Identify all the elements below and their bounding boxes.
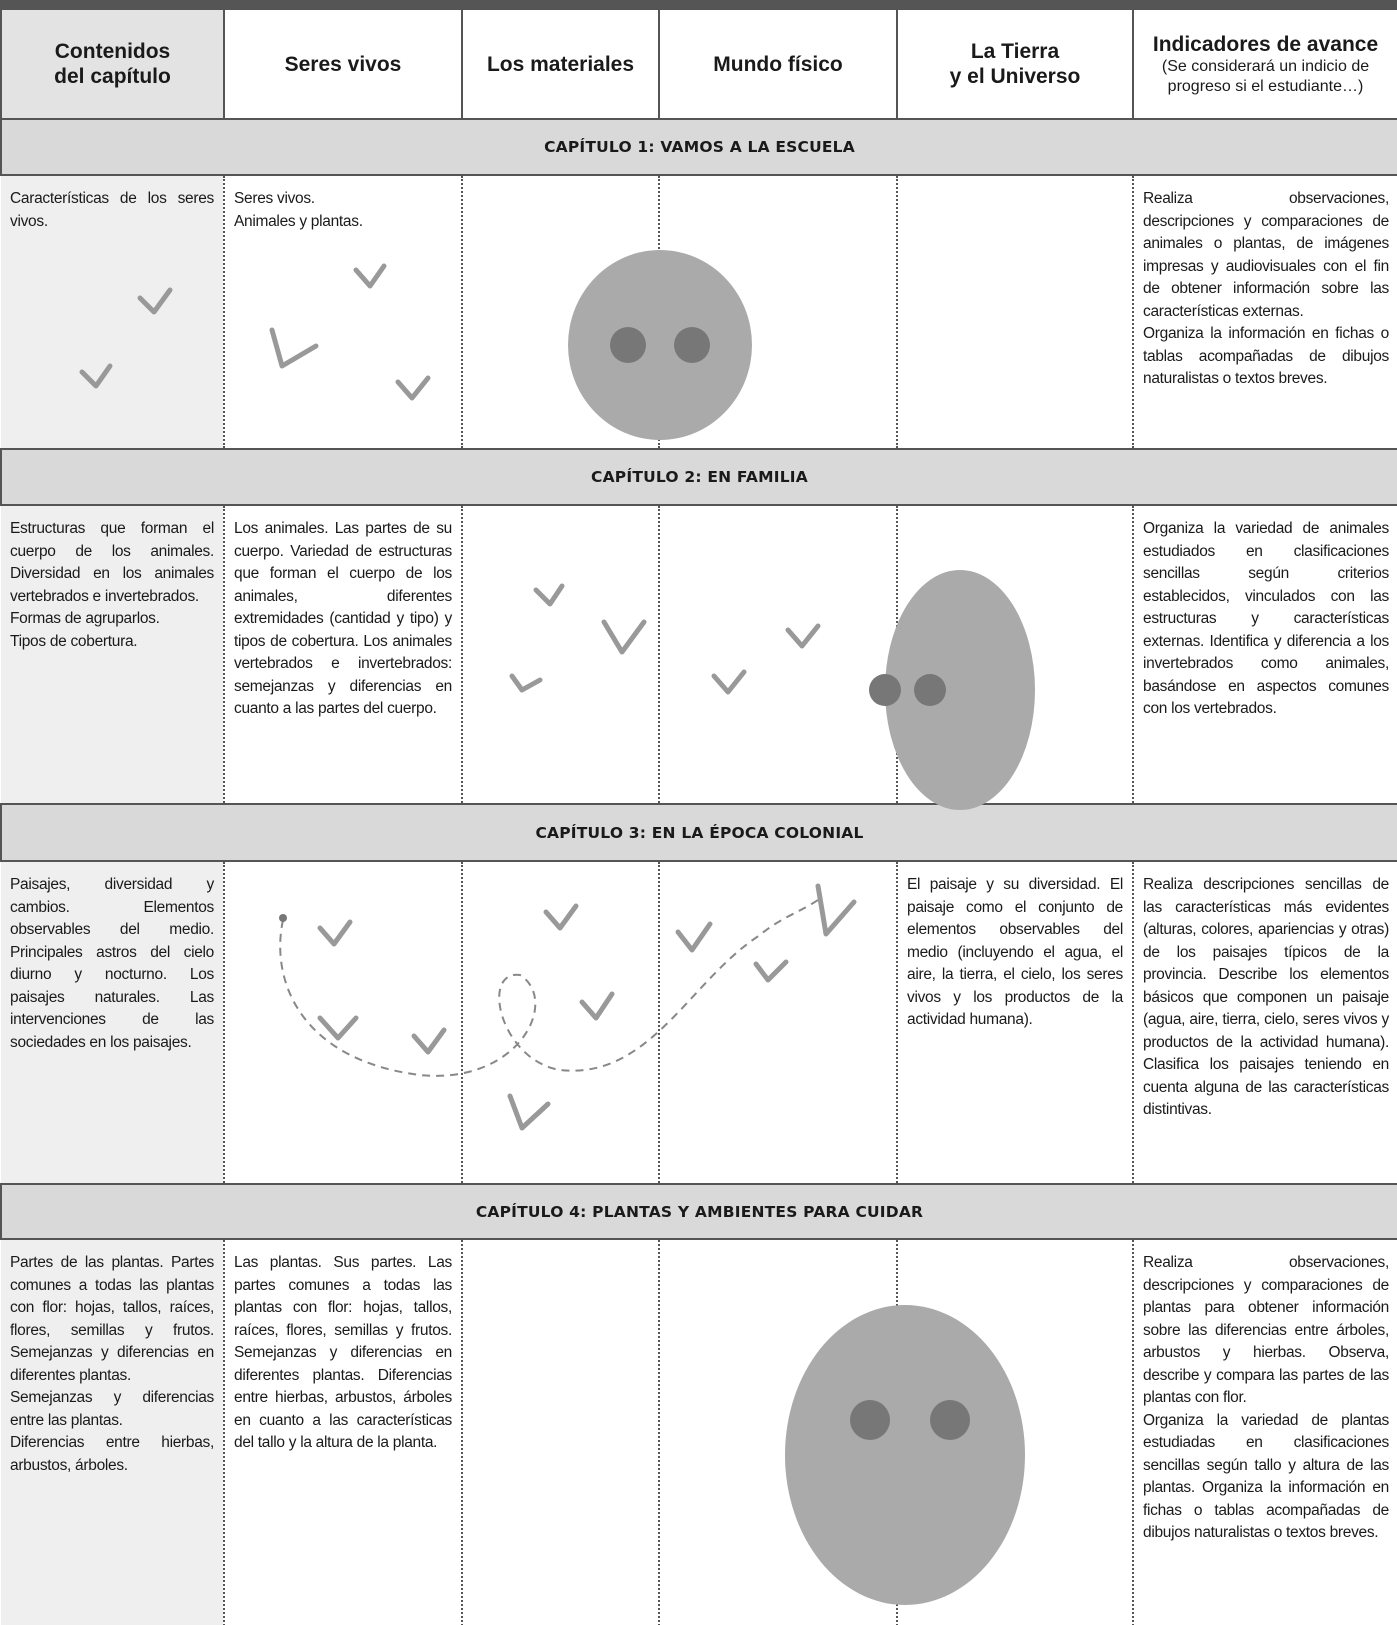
header-line: Seres vivos [284, 52, 402, 76]
cell-text: Características de los seres vivos. [10, 190, 214, 230]
table-cell: El paisaje y su diversidad. El paisaje c… [896, 861, 1134, 1184]
table-cell: Características de los seres vivos. [1, 175, 225, 449]
cell-text: Tipos de cobertura. [10, 632, 138, 650]
header-line: Los materiales [486, 52, 635, 76]
header-note: progreso si el estudiante…) [1167, 77, 1364, 95]
column-header: Los materiales [461, 8, 660, 120]
cell-text: Realiza descripciones sencillas de las c… [1143, 876, 1389, 1118]
chapter-row: CAPÍTULO 4: PLANTAS Y AMBIENTES PARA CUI… [0, 1183, 1397, 1240]
top-bar [0, 0, 1397, 8]
column-header: Indicadores de avance (Se considerará un … [1132, 8, 1397, 120]
header-line: Indicadores de avance [1152, 32, 1379, 56]
header-line: y el Universo [949, 65, 1081, 88]
chapter-title: CAPÍTULO 1: VAMOS A LA ESCUELA [0, 118, 1397, 176]
column-header: Contenidos del capítulo [0, 8, 225, 120]
header-line: Contenidos [54, 40, 171, 63]
table-cell [658, 505, 898, 804]
table-cell: Realiza observaciones, descripciones y c… [1132, 1239, 1397, 1625]
cell-text: Partes de las plantas. Partes comunes a … [10, 1254, 214, 1384]
cell-text: Paisajes, diversidad y cambios. Elemento… [10, 876, 214, 1051]
chapter-row: CAPÍTULO 2: EN FAMILIA [0, 448, 1397, 506]
header-line: La Tierra [970, 40, 1060, 63]
table-cell: Seres vivos. Animales y plantas. [223, 175, 463, 449]
cell-text: Semejanzas y diferencias entre las plant… [10, 1389, 214, 1429]
cell-text: Organiza la variedad de animales estudia… [1143, 520, 1389, 717]
cell-text: Realiza observaciones, descripciones y c… [1143, 1254, 1389, 1406]
header-line: Mundo físico [713, 52, 843, 76]
chapter-row: CAPÍTULO 1: VAMOS A LA ESCUELA [0, 118, 1397, 176]
table-cell: Realiza descripciones sencillas de las c… [1132, 861, 1397, 1184]
cell-text: El paisaje y su diversidad. El paisaje c… [907, 876, 1123, 1028]
content-row: Paisajes, diversidad y cambios. Elemento… [1, 861, 1397, 1184]
chapter-title: CAPÍTULO 3: EN LA ÉPOCA COLONIAL [0, 803, 1397, 862]
table-cell [461, 505, 660, 804]
cell-text: Formas de agruparlos. [10, 610, 160, 627]
content-row: Partes de las plantas. Partes comunes a … [1, 1239, 1397, 1625]
table-cell: Paisajes, diversidad y cambios. Elemento… [1, 861, 225, 1184]
table-cell [461, 861, 660, 1184]
cell-text: Los animales. Las partes de su cuerpo. V… [234, 520, 452, 717]
table-cell [658, 861, 898, 1184]
chapter-title: CAPÍTULO 2: EN FAMILIA [0, 448, 1397, 506]
column-header: Mundo físico [658, 8, 898, 120]
cell-text: Las plantas. Sus partes. Las partes comu… [234, 1254, 452, 1451]
cell-text: Animales y plantas. [234, 212, 363, 230]
chapter-row: CAPÍTULO 3: EN LA ÉPOCA COLONIAL [0, 803, 1397, 862]
table-cell [896, 1239, 1134, 1625]
cell-text: Estructuras que forman el cuerpo de los … [10, 520, 214, 605]
cell-text: Realiza observaciones, descripciones y c… [1143, 190, 1389, 320]
column-header: Seres vivos [223, 8, 463, 120]
header-row: Contenidos del capítulo Seres vivos Los mat… [0, 8, 1397, 120]
table-cell [896, 175, 1134, 449]
column-header: La Tierra y el Universo [896, 8, 1134, 120]
cell-text: Diferencias entre hierbas, arbustos, árb… [10, 1434, 214, 1474]
planning-table: Contenidos del capítulo Seres vivos Los mat… [0, 8, 1397, 1625]
table-cell: Organiza la variedad de animales estudia… [1132, 505, 1397, 804]
cell-text: Organiza la variedad de plantas estudiad… [1143, 1411, 1389, 1542]
header-note: (Se considerará un indicio de [1161, 57, 1370, 75]
cell-text: Seres vivos. [234, 190, 315, 207]
content-row: Estructuras que forman el cuerpo de los … [1, 505, 1397, 804]
table-cell [658, 1239, 898, 1625]
cell-text: Organiza la información en fichas o tabl… [1143, 325, 1389, 387]
table-cell [461, 175, 660, 449]
header-line: del capítulo [54, 65, 171, 88]
content-row: Características de los seres vivos. Seres… [1, 175, 1397, 449]
table-cell: Partes de las plantas. Partes comunes a … [1, 1239, 225, 1625]
table-cell [896, 505, 1134, 804]
table-cell [658, 175, 898, 449]
table-cell: Los animales. Las partes de su cuerpo. V… [223, 505, 463, 804]
chapter-title: CAPÍTULO 4: PLANTAS Y AMBIENTES PARA CUI… [0, 1183, 1397, 1240]
table-cell [223, 861, 463, 1184]
table-cell: Estructuras que forman el cuerpo de los … [1, 505, 225, 804]
table-cell [461, 1239, 660, 1625]
table-cell: Las plantas. Sus partes. Las partes comu… [223, 1239, 463, 1625]
table-cell: Realiza observaciones, descripciones y c… [1132, 175, 1397, 449]
